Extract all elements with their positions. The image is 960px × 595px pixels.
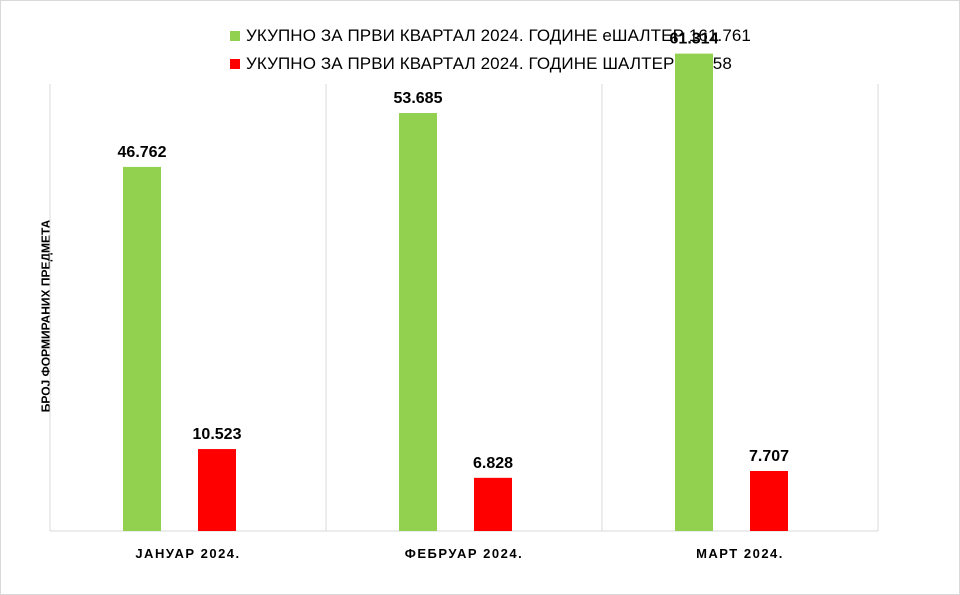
bar-shalter-2	[750, 470, 788, 531]
x-tick-label: ФЕБРУАР 2024.	[405, 546, 523, 561]
data-label-eshalter-1: 53.685	[394, 90, 443, 107]
legend-label-shalter: УКУПНО ЗА ПРВИ КВАРТАЛ 2024. ГОДИНЕ ШАЛТ…	[246, 54, 732, 73]
data-label-eshalter-2: 61.314	[670, 31, 719, 48]
legend: УКУПНО ЗА ПРВИ КВАРТАЛ 2024. ГОДИНЕ еШАЛ…	[230, 22, 751, 78]
bar-eshalter-0	[123, 166, 161, 531]
bar-shalter-0	[198, 449, 236, 531]
legend-swatch-green	[230, 31, 240, 41]
data-label-shalter-0: 10.523	[193, 426, 242, 443]
legend-item-eshalter: УКУПНО ЗА ПРВИ КВАРТАЛ 2024. ГОДИНЕ еШАЛ…	[230, 22, 751, 50]
legend-label-eshalter: УКУПНО ЗА ПРВИ КВАРТАЛ 2024. ГОДИНЕ еШАЛ…	[246, 26, 751, 45]
data-label-eshalter-0: 46.762	[118, 144, 167, 161]
x-tick-label: МАРТ 2024.	[696, 546, 784, 561]
bar-eshalter-2	[675, 53, 713, 532]
bar-eshalter-1	[399, 113, 437, 531]
x-tick-label: ЈАНУАР 2024.	[135, 546, 240, 561]
bar-shalter-1	[474, 477, 512, 531]
data-label-shalter-2: 7.707	[749, 448, 789, 465]
legend-swatch-red	[230, 59, 240, 69]
legend-item-shalter: УКУПНО ЗА ПРВИ КВАРТАЛ 2024. ГОДИНЕ ШАЛТ…	[230, 50, 751, 78]
data-label-shalter-1: 6.828	[473, 455, 513, 472]
